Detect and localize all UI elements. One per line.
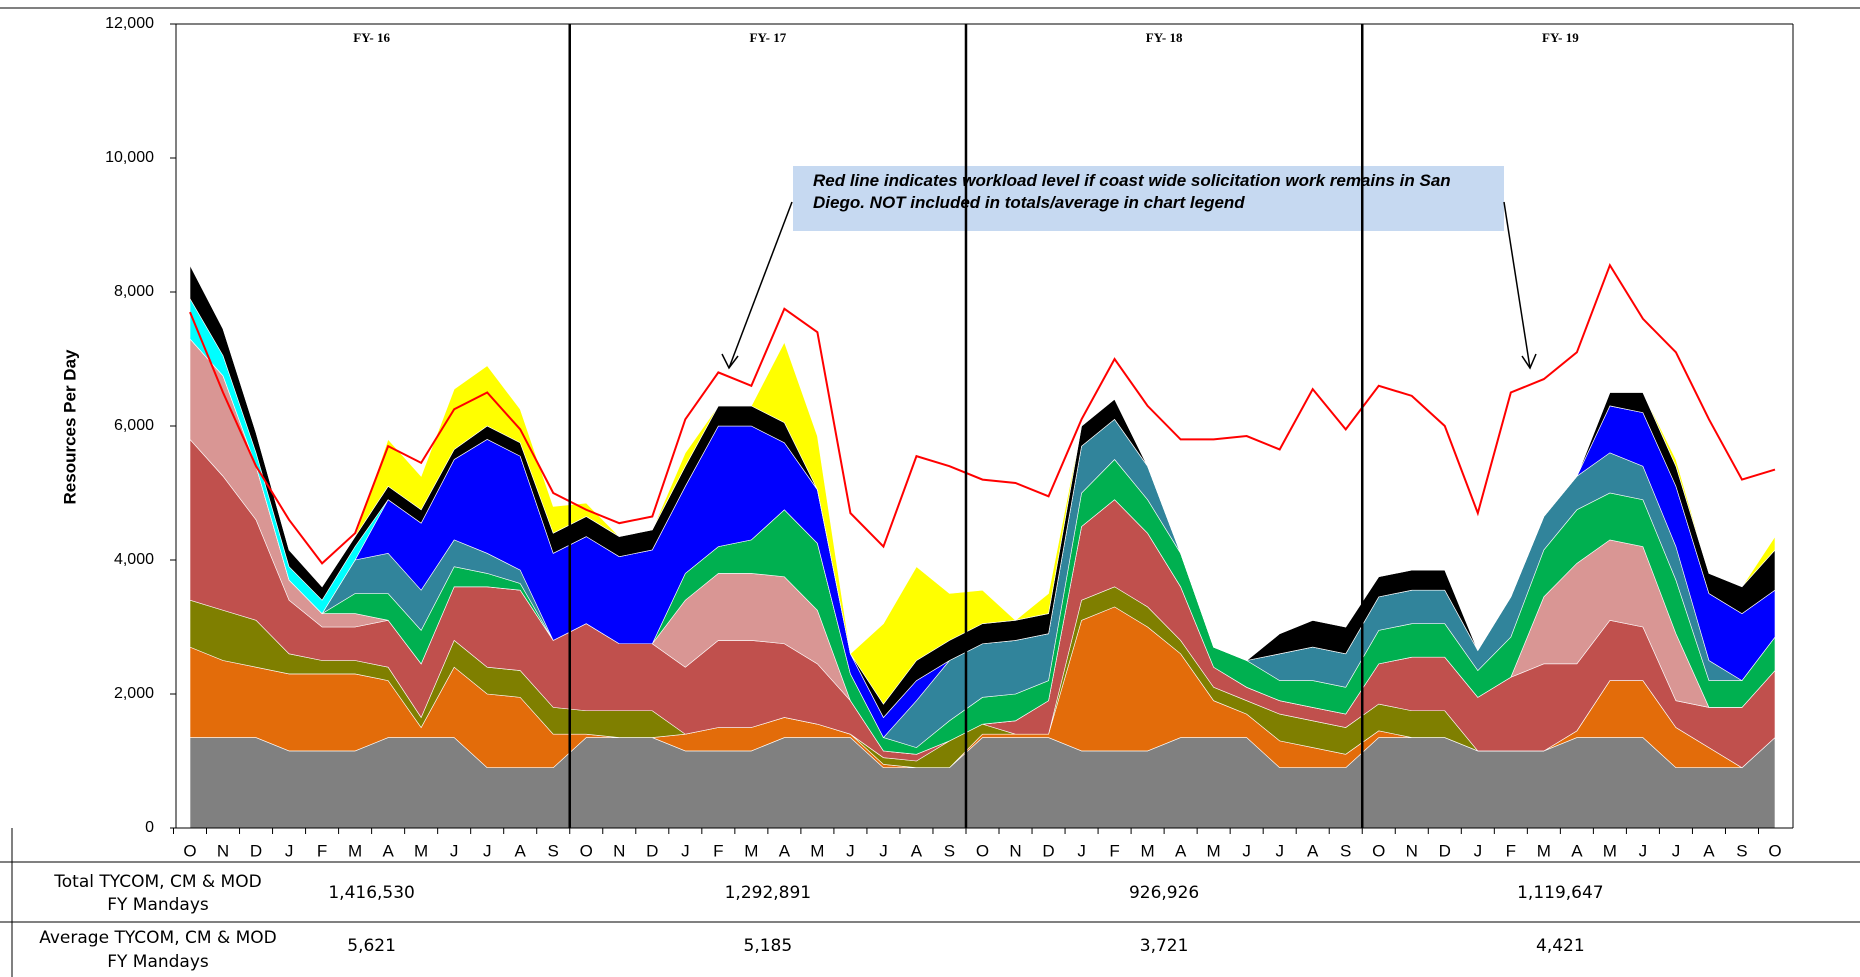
x-tick-label: N	[1406, 841, 1418, 860]
x-tick-label: F	[317, 841, 327, 860]
annotation-wrap: Red line indicates workload level if coa…	[813, 171, 1451, 212]
row-value: 4,421	[1536, 936, 1585, 956]
y-axis-label: Resources Per Day	[60, 349, 79, 505]
x-tick-label: J	[1077, 841, 1086, 860]
x-tick-label: J	[1672, 841, 1681, 860]
row-value: 1,416,530	[328, 883, 415, 903]
y-tick-label: 12,000	[105, 15, 154, 32]
x-tick-label: F	[713, 841, 723, 860]
x-tick-label: J	[450, 841, 459, 860]
x-tick-label: A	[1175, 841, 1187, 860]
row-value: 1,119,647	[1517, 883, 1604, 903]
x-tick-label: N	[613, 841, 625, 860]
area	[189, 265, 1776, 705]
x-tick-label: F	[1109, 841, 1119, 860]
x-tick-label: J	[681, 841, 690, 860]
x-tick-label: M	[414, 841, 428, 860]
x-tick-label: J	[1242, 841, 1251, 860]
x-tick-label: M	[1537, 841, 1551, 860]
x-tick-label: M	[1141, 841, 1155, 860]
x-tick-label: D	[1439, 841, 1451, 860]
row-value: 3,721	[1140, 936, 1189, 956]
fy-label: FY- 17	[750, 30, 787, 45]
x-tick-label: J	[879, 841, 888, 860]
x-tick-label: D	[250, 841, 262, 860]
x-tick-label: O	[1768, 841, 1781, 860]
x-tick-label: D	[1042, 841, 1054, 860]
arrow-head	[721, 353, 739, 370]
x-tick-label: F	[1506, 841, 1516, 860]
y-tick-label: 2,000	[114, 685, 154, 702]
x-tick-label: O	[976, 841, 989, 860]
x-tick-label: M	[1207, 841, 1221, 860]
x-tick-label: J	[1474, 841, 1483, 860]
x-tick-label: J	[1275, 841, 1284, 860]
y-tick-label: 10,000	[105, 149, 154, 166]
x-tick-label: A	[911, 841, 923, 860]
x-tick-label: D	[646, 841, 658, 860]
x-tick-label: M	[1603, 841, 1617, 860]
x-tick-label: S	[548, 841, 559, 860]
annotation-box	[793, 166, 1504, 231]
x-tick-label: J	[1639, 841, 1648, 860]
arrows	[721, 201, 1537, 370]
x-tick-label: N	[1009, 841, 1021, 860]
x-tick-label: O	[1372, 841, 1385, 860]
y-tick-label: 0	[145, 819, 154, 836]
y-tick-label: 6,000	[114, 417, 154, 434]
x-tick-label: J	[483, 841, 492, 860]
fy-label: FY- 16	[353, 30, 390, 45]
x-tick-label: A	[382, 841, 394, 860]
x-tick-label: N	[217, 841, 229, 860]
x-tick-label: S	[1736, 841, 1747, 860]
x-tick-label: A	[1307, 841, 1319, 860]
x-tick-label: M	[348, 841, 362, 860]
annotation: Red line indicates workload level if coa…	[813, 171, 1451, 212]
row-value: 1,292,891	[725, 883, 812, 903]
overlay	[189, 262, 1776, 565]
x-tick-label: O	[183, 841, 196, 860]
fy-label: FY- 19	[1542, 30, 1579, 45]
row-value: 5,621	[347, 936, 396, 956]
x-tick-label: J	[846, 841, 855, 860]
row-value: 5,185	[744, 936, 793, 956]
x-tick-label: S	[1340, 841, 1351, 860]
row-label: FY Mandays	[107, 895, 209, 915]
x-tick-label: J	[285, 841, 294, 860]
x-tick-label: A	[1571, 841, 1583, 860]
row-label: FY Mandays	[107, 952, 209, 972]
y-tick-label: 8,000	[114, 283, 154, 300]
x-tick-label: A	[779, 841, 791, 860]
y-tick-label: 4,000	[114, 551, 154, 568]
areas	[189, 265, 1776, 829]
x-tick-label: S	[944, 841, 955, 860]
fy-label: FY- 18	[1146, 30, 1183, 45]
x-tick-label: A	[1703, 841, 1715, 860]
x-tick-label: A	[515, 841, 527, 860]
x-tick-label: M	[744, 841, 758, 860]
arrow	[728, 201, 793, 369]
x-tick-label: O	[580, 841, 593, 860]
row-label: Total TYCOM, CM & MOD	[53, 872, 261, 892]
arrow	[1503, 201, 1531, 369]
overlay-line	[189, 262, 1776, 565]
row-value: 926,926	[1129, 883, 1199, 903]
arrow-head	[1521, 353, 1537, 370]
row-label: Average TYCOM, CM & MOD	[39, 928, 277, 948]
x-tick-label: M	[810, 841, 824, 860]
